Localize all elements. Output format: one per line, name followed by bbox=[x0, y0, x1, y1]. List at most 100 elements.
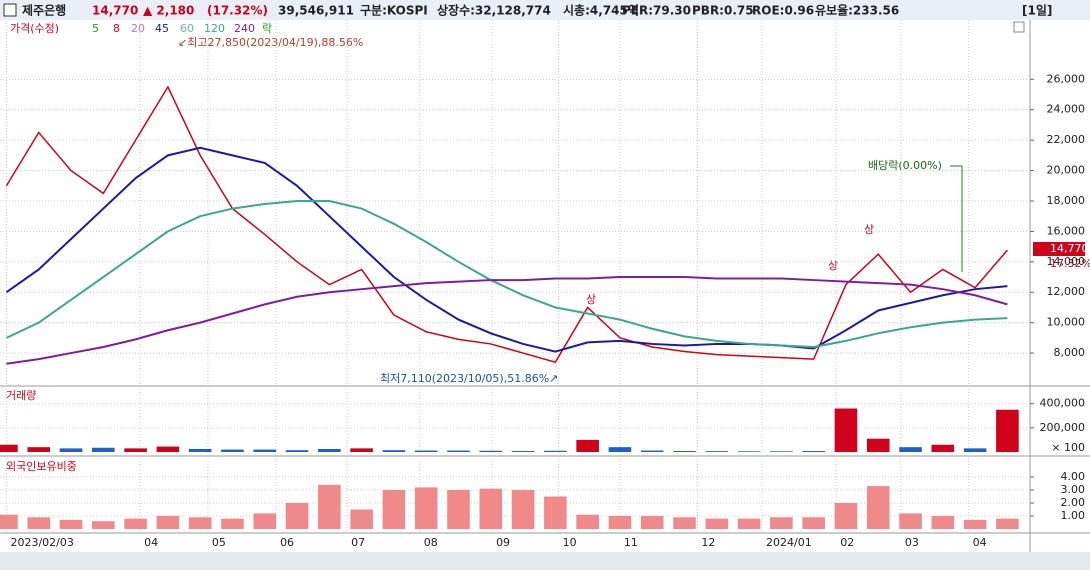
bar bbox=[285, 450, 309, 452]
bar bbox=[350, 448, 373, 452]
y-tick-label: 12,000 bbox=[1047, 285, 1086, 298]
checkbox[interactable] bbox=[3, 3, 17, 17]
bar bbox=[576, 439, 599, 452]
change: ▲ 2,180 bbox=[143, 4, 194, 18]
bar bbox=[576, 514, 599, 529]
bar bbox=[963, 448, 987, 452]
bar bbox=[414, 450, 438, 452]
bar bbox=[866, 438, 890, 452]
bar bbox=[221, 449, 244, 452]
x-tick-label: 05 bbox=[212, 536, 226, 549]
bar bbox=[156, 515, 180, 529]
current-price-box bbox=[1033, 242, 1085, 256]
legend-entry: 60 bbox=[180, 22, 194, 35]
scrollbar[interactable] bbox=[0, 552, 1090, 570]
y-tick-label: 10,000 bbox=[1047, 316, 1086, 329]
price: 14,770 bbox=[92, 4, 138, 18]
bar bbox=[221, 518, 244, 529]
panel-button[interactable] bbox=[1013, 21, 1025, 33]
bar bbox=[382, 489, 406, 529]
current-rate: 17.32% bbox=[1050, 257, 1090, 270]
volume: 39,546,911 bbox=[278, 4, 354, 18]
bar bbox=[899, 447, 922, 452]
y-tick-label: 200,000 bbox=[1040, 421, 1086, 434]
rate: (17.32%) bbox=[207, 4, 268, 18]
y-tick-label: 16,000 bbox=[1047, 224, 1086, 237]
bar bbox=[414, 487, 438, 529]
y-tick-label: 26,000 bbox=[1047, 72, 1086, 85]
x-tick-label: 12 bbox=[701, 536, 715, 549]
bar bbox=[253, 449, 277, 452]
bar bbox=[737, 451, 761, 452]
market: 구분:KOSPI bbox=[360, 4, 428, 18]
bar bbox=[544, 450, 567, 452]
y-tick-label: 4.00 bbox=[1061, 470, 1086, 483]
legend-entry: 120 bbox=[204, 22, 225, 35]
legend-entry: 8 bbox=[113, 22, 120, 35]
x-tick-label: 06 bbox=[280, 536, 294, 549]
bar bbox=[27, 517, 51, 529]
bar bbox=[705, 451, 729, 452]
y-tick-label: 1.00 bbox=[1061, 509, 1086, 522]
bar bbox=[92, 521, 115, 529]
y-tick-label: 20,000 bbox=[1047, 164, 1086, 177]
bar bbox=[996, 518, 1019, 529]
y-tick-label: 18,000 bbox=[1047, 194, 1086, 207]
bar bbox=[770, 451, 793, 452]
header-bar bbox=[0, 0, 1090, 20]
bar bbox=[0, 444, 18, 452]
bar bbox=[996, 409, 1019, 452]
x-tick-label: 04 bbox=[973, 536, 987, 549]
bar bbox=[59, 448, 83, 452]
bar bbox=[673, 451, 696, 452]
bar bbox=[802, 517, 825, 529]
bar bbox=[802, 451, 825, 452]
bar bbox=[834, 408, 858, 452]
bar bbox=[705, 518, 729, 529]
bar bbox=[640, 515, 664, 529]
y-tick-label: 24,000 bbox=[1047, 103, 1086, 116]
x-tick-label: 02 bbox=[840, 536, 854, 549]
bar bbox=[608, 515, 632, 529]
bar bbox=[640, 450, 664, 452]
legend-entry: 240 bbox=[234, 22, 255, 35]
dividend-annotation: 배당락(0.00%) bbox=[868, 159, 942, 172]
bar bbox=[188, 517, 212, 529]
price-line bbox=[5, 85, 1008, 364]
price-line bbox=[6, 199, 1008, 348]
y-tick-label: 8,000 bbox=[1054, 346, 1086, 359]
x-tick-label: 03 bbox=[905, 536, 919, 549]
bar bbox=[0, 514, 18, 529]
bar bbox=[931, 444, 955, 452]
y-tick-label: 400,000 bbox=[1040, 397, 1086, 410]
roe: ROE:0.96 bbox=[752, 4, 814, 18]
legend-entry: 45 bbox=[155, 22, 169, 35]
dividend-pointer bbox=[950, 165, 963, 272]
bar bbox=[285, 502, 309, 529]
bar bbox=[511, 451, 535, 452]
bar bbox=[350, 509, 373, 529]
bar bbox=[124, 518, 147, 529]
stock-name: 제주은행 bbox=[22, 3, 66, 18]
period[interactable]: [1일] bbox=[1022, 4, 1052, 18]
y-tick-label: 22,000 bbox=[1047, 133, 1086, 146]
y-tick-label: 14,000 bbox=[1047, 255, 1086, 268]
current-price: 14,770 bbox=[1050, 242, 1089, 255]
x-tick-label: 11 bbox=[624, 536, 638, 549]
x-tick-label: 2023/02/03 bbox=[10, 536, 73, 549]
panel-title: 거래량 bbox=[6, 389, 36, 402]
y-tick-label: 2.00 bbox=[1061, 496, 1086, 509]
x-tick-label: 2024/01 bbox=[766, 536, 812, 549]
bar bbox=[318, 448, 341, 452]
bar bbox=[608, 447, 632, 452]
x-tick-label: 08 bbox=[424, 536, 438, 549]
legend: 가격(수정) 5 8 20 45 60 120 240 락 bbox=[10, 22, 272, 35]
bar bbox=[673, 517, 696, 529]
bar bbox=[59, 519, 83, 529]
bar bbox=[479, 450, 503, 452]
price-line bbox=[6, 276, 1008, 365]
unit-label: × 100 bbox=[1051, 441, 1085, 454]
bar bbox=[511, 489, 535, 529]
limit-up-mark: 상 bbox=[864, 223, 874, 236]
